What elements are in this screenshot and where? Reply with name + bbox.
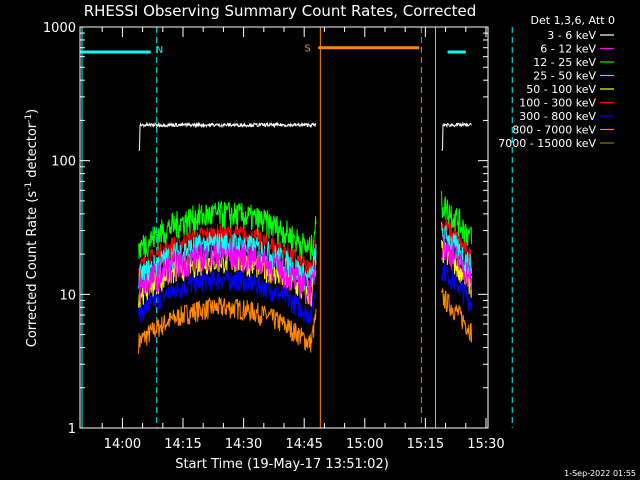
y-axis: 1 10 100 1000	[43, 21, 488, 437]
series-trace-1-window-0	[138, 241, 317, 306]
saa-bar-label: S	[304, 44, 310, 55]
x-tick-label: 15:30	[467, 437, 504, 452]
series-trace-2-window-1	[441, 191, 473, 246]
x-tick-label: 15:15	[407, 437, 444, 452]
series-trace-7-window-0	[138, 296, 317, 354]
legend-label: 100 - 300 keV	[519, 97, 596, 110]
series-trace-7-window-1	[441, 287, 473, 343]
y-tick-label: 100	[51, 155, 76, 170]
legend-label: 6 - 12 keV	[540, 43, 596, 56]
series-trace-0-window-0	[138, 121, 317, 151]
y-axis-label: Corrected Count Rate (s-1 detector-1)	[24, 109, 40, 347]
y-label-part2: detector	[25, 122, 40, 182]
y-label-part1: Corrected Count Rate (s	[25, 191, 40, 348]
series-trace-6-window-0	[138, 268, 317, 325]
legend-label: 25 - 50 keV	[533, 70, 596, 83]
legend-label: 50 - 100 keV	[526, 83, 596, 96]
night-bar-label: N	[156, 45, 163, 56]
x-tick-label: 14:00	[104, 437, 141, 452]
x-tick-label: 14:15	[164, 437, 201, 452]
x-axis-label: Start Time (19-May-17 13:51:02)	[175, 457, 389, 472]
legend-label: 7000 - 15000 keV	[498, 137, 596, 150]
y-tick-label: 1000	[43, 21, 76, 36]
y-label-sup2: -1	[24, 114, 34, 123]
series-trace-2-window-0	[138, 201, 317, 261]
x-axis: 14:00 14:15 14:30 14:45 15:00 15:15 15:30	[101, 27, 505, 452]
series-trace-3-window-0	[138, 232, 317, 290]
series-trace-0-window-1	[441, 121, 472, 151]
x-tick-label: 14:30	[225, 437, 262, 452]
y-label-part3: )	[25, 109, 40, 114]
y-tick-label: 10	[59, 288, 76, 303]
y-label-sup1: -1	[24, 182, 34, 191]
series-trace-1-window-1	[441, 234, 473, 291]
legend-label: 12 - 25 keV	[533, 56, 596, 69]
x-tick-label: 14:45	[285, 437, 322, 452]
legend-header: Det 1,3,6, Att 0	[531, 14, 615, 27]
legend-label: 800 - 7000 keV	[512, 124, 596, 137]
footer-date: 1-Sep-2022 01:55	[564, 469, 636, 478]
x-tick-label: 15:00	[346, 437, 383, 452]
legend-label: 300 - 800 keV	[519, 110, 596, 123]
chart-title: RHESSI Observing Summary Count Rates, Co…	[84, 2, 477, 20]
y-tick-label: 1	[68, 422, 76, 437]
legend-label: 3 - 6 keV	[547, 29, 596, 42]
